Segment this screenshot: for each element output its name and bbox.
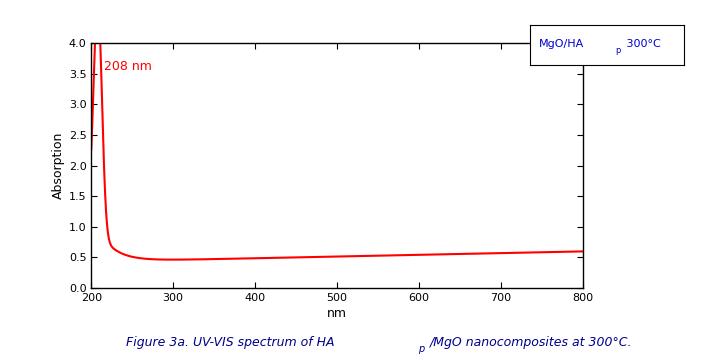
Text: MgO/HA: MgO/HA <box>539 39 585 49</box>
Y-axis label: Absorption: Absorption <box>51 132 65 199</box>
Text: p: p <box>615 46 621 55</box>
Text: /MgO nanocomposites at 300°C.: /MgO nanocomposites at 300°C. <box>430 336 632 349</box>
Text: Figure 3a. UV-VIS spectrum of HA: Figure 3a. UV-VIS spectrum of HA <box>126 336 335 349</box>
Text: p: p <box>418 343 425 354</box>
Text: 300°C: 300°C <box>623 39 661 49</box>
X-axis label: nm: nm <box>327 307 347 320</box>
Text: 208 nm: 208 nm <box>105 60 152 73</box>
